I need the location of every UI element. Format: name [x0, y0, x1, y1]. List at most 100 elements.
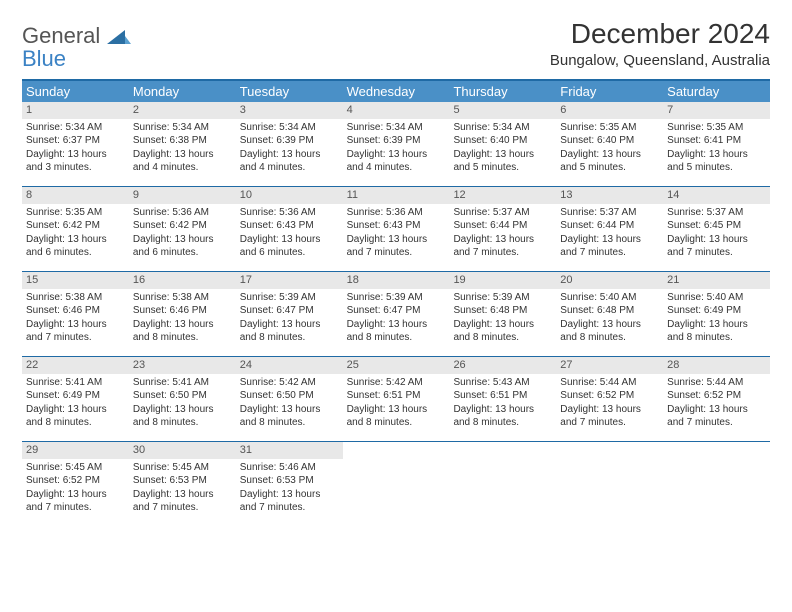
calendar-cell: 28Sunrise: 5:44 AMSunset: 6:52 PMDayligh… — [663, 357, 770, 441]
daylight-line: Daylight: 13 hours and 7 minutes. — [347, 233, 446, 260]
daylight-line: Daylight: 13 hours and 3 minutes. — [26, 148, 125, 175]
day-header-cell: Saturday — [663, 81, 770, 102]
page-title: December 2024 — [550, 18, 770, 50]
sunset-line: Sunset: 6:47 PM — [347, 304, 446, 318]
calendar-week-row: 8Sunrise: 5:35 AMSunset: 6:42 PMDaylight… — [22, 187, 770, 272]
daylight-line: Daylight: 13 hours and 4 minutes. — [347, 148, 446, 175]
day-info: Sunrise: 5:37 AMSunset: 6:44 PMDaylight:… — [556, 204, 663, 264]
calendar-cell — [343, 442, 450, 526]
calendar-cell: 9Sunrise: 5:36 AMSunset: 6:42 PMDaylight… — [129, 187, 236, 271]
day-number: 29 — [22, 442, 129, 459]
calendar-cell: 15Sunrise: 5:38 AMSunset: 6:46 PMDayligh… — [22, 272, 129, 356]
day-info: Sunrise: 5:34 AMSunset: 6:37 PMDaylight:… — [22, 119, 129, 179]
calendar-cell: 7Sunrise: 5:35 AMSunset: 6:41 PMDaylight… — [663, 102, 770, 186]
sunset-line: Sunset: 6:42 PM — [26, 219, 125, 233]
day-number: 23 — [129, 357, 236, 374]
sunset-line: Sunset: 6:45 PM — [667, 219, 766, 233]
day-number: 31 — [236, 442, 343, 459]
calendar-week-row: 29Sunrise: 5:45 AMSunset: 6:52 PMDayligh… — [22, 442, 770, 526]
daylight-line: Daylight: 13 hours and 8 minutes. — [240, 318, 339, 345]
daylight-line: Daylight: 13 hours and 7 minutes. — [26, 488, 125, 515]
daylight-line: Daylight: 13 hours and 5 minutes. — [667, 148, 766, 175]
day-number: 6 — [556, 102, 663, 119]
sunset-line: Sunset: 6:43 PM — [347, 219, 446, 233]
logo: General Blue — [22, 18, 131, 71]
sunrise-line: Sunrise: 5:42 AM — [240, 376, 339, 390]
day-info: Sunrise: 5:42 AMSunset: 6:51 PMDaylight:… — [343, 374, 450, 434]
daylight-line: Daylight: 13 hours and 7 minutes. — [667, 233, 766, 260]
sunrise-line: Sunrise: 5:46 AM — [240, 461, 339, 475]
day-number: 10 — [236, 187, 343, 204]
daylight-line: Daylight: 13 hours and 8 minutes. — [667, 318, 766, 345]
sunrise-line: Sunrise: 5:39 AM — [453, 291, 552, 305]
day-number: 18 — [343, 272, 450, 289]
sunrise-line: Sunrise: 5:34 AM — [347, 121, 446, 135]
sunset-line: Sunset: 6:49 PM — [26, 389, 125, 403]
daylight-line: Daylight: 13 hours and 6 minutes. — [240, 233, 339, 260]
day-header-cell: Friday — [556, 81, 663, 102]
day-info: Sunrise: 5:42 AMSunset: 6:50 PMDaylight:… — [236, 374, 343, 434]
sunrise-line: Sunrise: 5:44 AM — [667, 376, 766, 390]
day-info: Sunrise: 5:37 AMSunset: 6:44 PMDaylight:… — [449, 204, 556, 264]
sunrise-line: Sunrise: 5:35 AM — [560, 121, 659, 135]
daylight-line: Daylight: 13 hours and 5 minutes. — [453, 148, 552, 175]
title-block: December 2024 Bungalow, Queensland, Aust… — [550, 18, 770, 77]
day-header-cell: Tuesday — [236, 81, 343, 102]
day-number: 1 — [22, 102, 129, 119]
day-number: 9 — [129, 187, 236, 204]
sunrise-line: Sunrise: 5:36 AM — [133, 206, 232, 220]
day-info: Sunrise: 5:40 AMSunset: 6:48 PMDaylight:… — [556, 289, 663, 349]
sunrise-line: Sunrise: 5:41 AM — [26, 376, 125, 390]
day-number: 11 — [343, 187, 450, 204]
daylight-line: Daylight: 13 hours and 8 minutes. — [133, 403, 232, 430]
daylight-line: Daylight: 13 hours and 7 minutes. — [26, 318, 125, 345]
sunset-line: Sunset: 6:51 PM — [453, 389, 552, 403]
daylight-line: Daylight: 13 hours and 4 minutes. — [240, 148, 339, 175]
calendar-cell: 30Sunrise: 5:45 AMSunset: 6:53 PMDayligh… — [129, 442, 236, 526]
day-info: Sunrise: 5:45 AMSunset: 6:53 PMDaylight:… — [129, 459, 236, 519]
day-info: Sunrise: 5:36 AMSunset: 6:42 PMDaylight:… — [129, 204, 236, 264]
calendar-cell: 6Sunrise: 5:35 AMSunset: 6:40 PMDaylight… — [556, 102, 663, 186]
sunrise-line: Sunrise: 5:39 AM — [347, 291, 446, 305]
calendar-cell: 31Sunrise: 5:46 AMSunset: 6:53 PMDayligh… — [236, 442, 343, 526]
sunset-line: Sunset: 6:53 PM — [240, 474, 339, 488]
calendar-cell: 23Sunrise: 5:41 AMSunset: 6:50 PMDayligh… — [129, 357, 236, 441]
sunset-line: Sunset: 6:41 PM — [667, 134, 766, 148]
sunrise-line: Sunrise: 5:34 AM — [240, 121, 339, 135]
day-info: Sunrise: 5:35 AMSunset: 6:41 PMDaylight:… — [663, 119, 770, 179]
daylight-line: Daylight: 13 hours and 8 minutes. — [133, 318, 232, 345]
daylight-line: Daylight: 13 hours and 8 minutes. — [453, 318, 552, 345]
calendar-cell: 16Sunrise: 5:38 AMSunset: 6:46 PMDayligh… — [129, 272, 236, 356]
sunset-line: Sunset: 6:42 PM — [133, 219, 232, 233]
sunrise-line: Sunrise: 5:42 AM — [347, 376, 446, 390]
calendar-body: 1Sunrise: 5:34 AMSunset: 6:37 PMDaylight… — [22, 102, 770, 526]
calendar-cell: 4Sunrise: 5:34 AMSunset: 6:39 PMDaylight… — [343, 102, 450, 186]
calendar-cell: 2Sunrise: 5:34 AMSunset: 6:38 PMDaylight… — [129, 102, 236, 186]
calendar-cell: 29Sunrise: 5:45 AMSunset: 6:52 PMDayligh… — [22, 442, 129, 526]
day-number: 22 — [22, 357, 129, 374]
day-number: 5 — [449, 102, 556, 119]
sunrise-line: Sunrise: 5:44 AM — [560, 376, 659, 390]
day-info: Sunrise: 5:36 AMSunset: 6:43 PMDaylight:… — [236, 204, 343, 264]
sunset-line: Sunset: 6:44 PM — [453, 219, 552, 233]
calendar-cell: 20Sunrise: 5:40 AMSunset: 6:48 PMDayligh… — [556, 272, 663, 356]
calendar-cell: 26Sunrise: 5:43 AMSunset: 6:51 PMDayligh… — [449, 357, 556, 441]
calendar-cell: 8Sunrise: 5:35 AMSunset: 6:42 PMDaylight… — [22, 187, 129, 271]
day-number: 17 — [236, 272, 343, 289]
sunset-line: Sunset: 6:46 PM — [26, 304, 125, 318]
sunset-line: Sunset: 6:52 PM — [667, 389, 766, 403]
day-info: Sunrise: 5:45 AMSunset: 6:52 PMDaylight:… — [22, 459, 129, 519]
sunrise-line: Sunrise: 5:38 AM — [26, 291, 125, 305]
daylight-line: Daylight: 13 hours and 7 minutes. — [560, 233, 659, 260]
sunset-line: Sunset: 6:51 PM — [347, 389, 446, 403]
day-info: Sunrise: 5:39 AMSunset: 6:47 PMDaylight:… — [236, 289, 343, 349]
day-header-cell: Thursday — [449, 81, 556, 102]
day-number: 8 — [22, 187, 129, 204]
day-info: Sunrise: 5:44 AMSunset: 6:52 PMDaylight:… — [663, 374, 770, 434]
sunrise-line: Sunrise: 5:36 AM — [347, 206, 446, 220]
calendar-cell: 13Sunrise: 5:37 AMSunset: 6:44 PMDayligh… — [556, 187, 663, 271]
sunrise-line: Sunrise: 5:43 AM — [453, 376, 552, 390]
calendar-cell: 10Sunrise: 5:36 AMSunset: 6:43 PMDayligh… — [236, 187, 343, 271]
calendar-cell: 19Sunrise: 5:39 AMSunset: 6:48 PMDayligh… — [449, 272, 556, 356]
day-number: 25 — [343, 357, 450, 374]
